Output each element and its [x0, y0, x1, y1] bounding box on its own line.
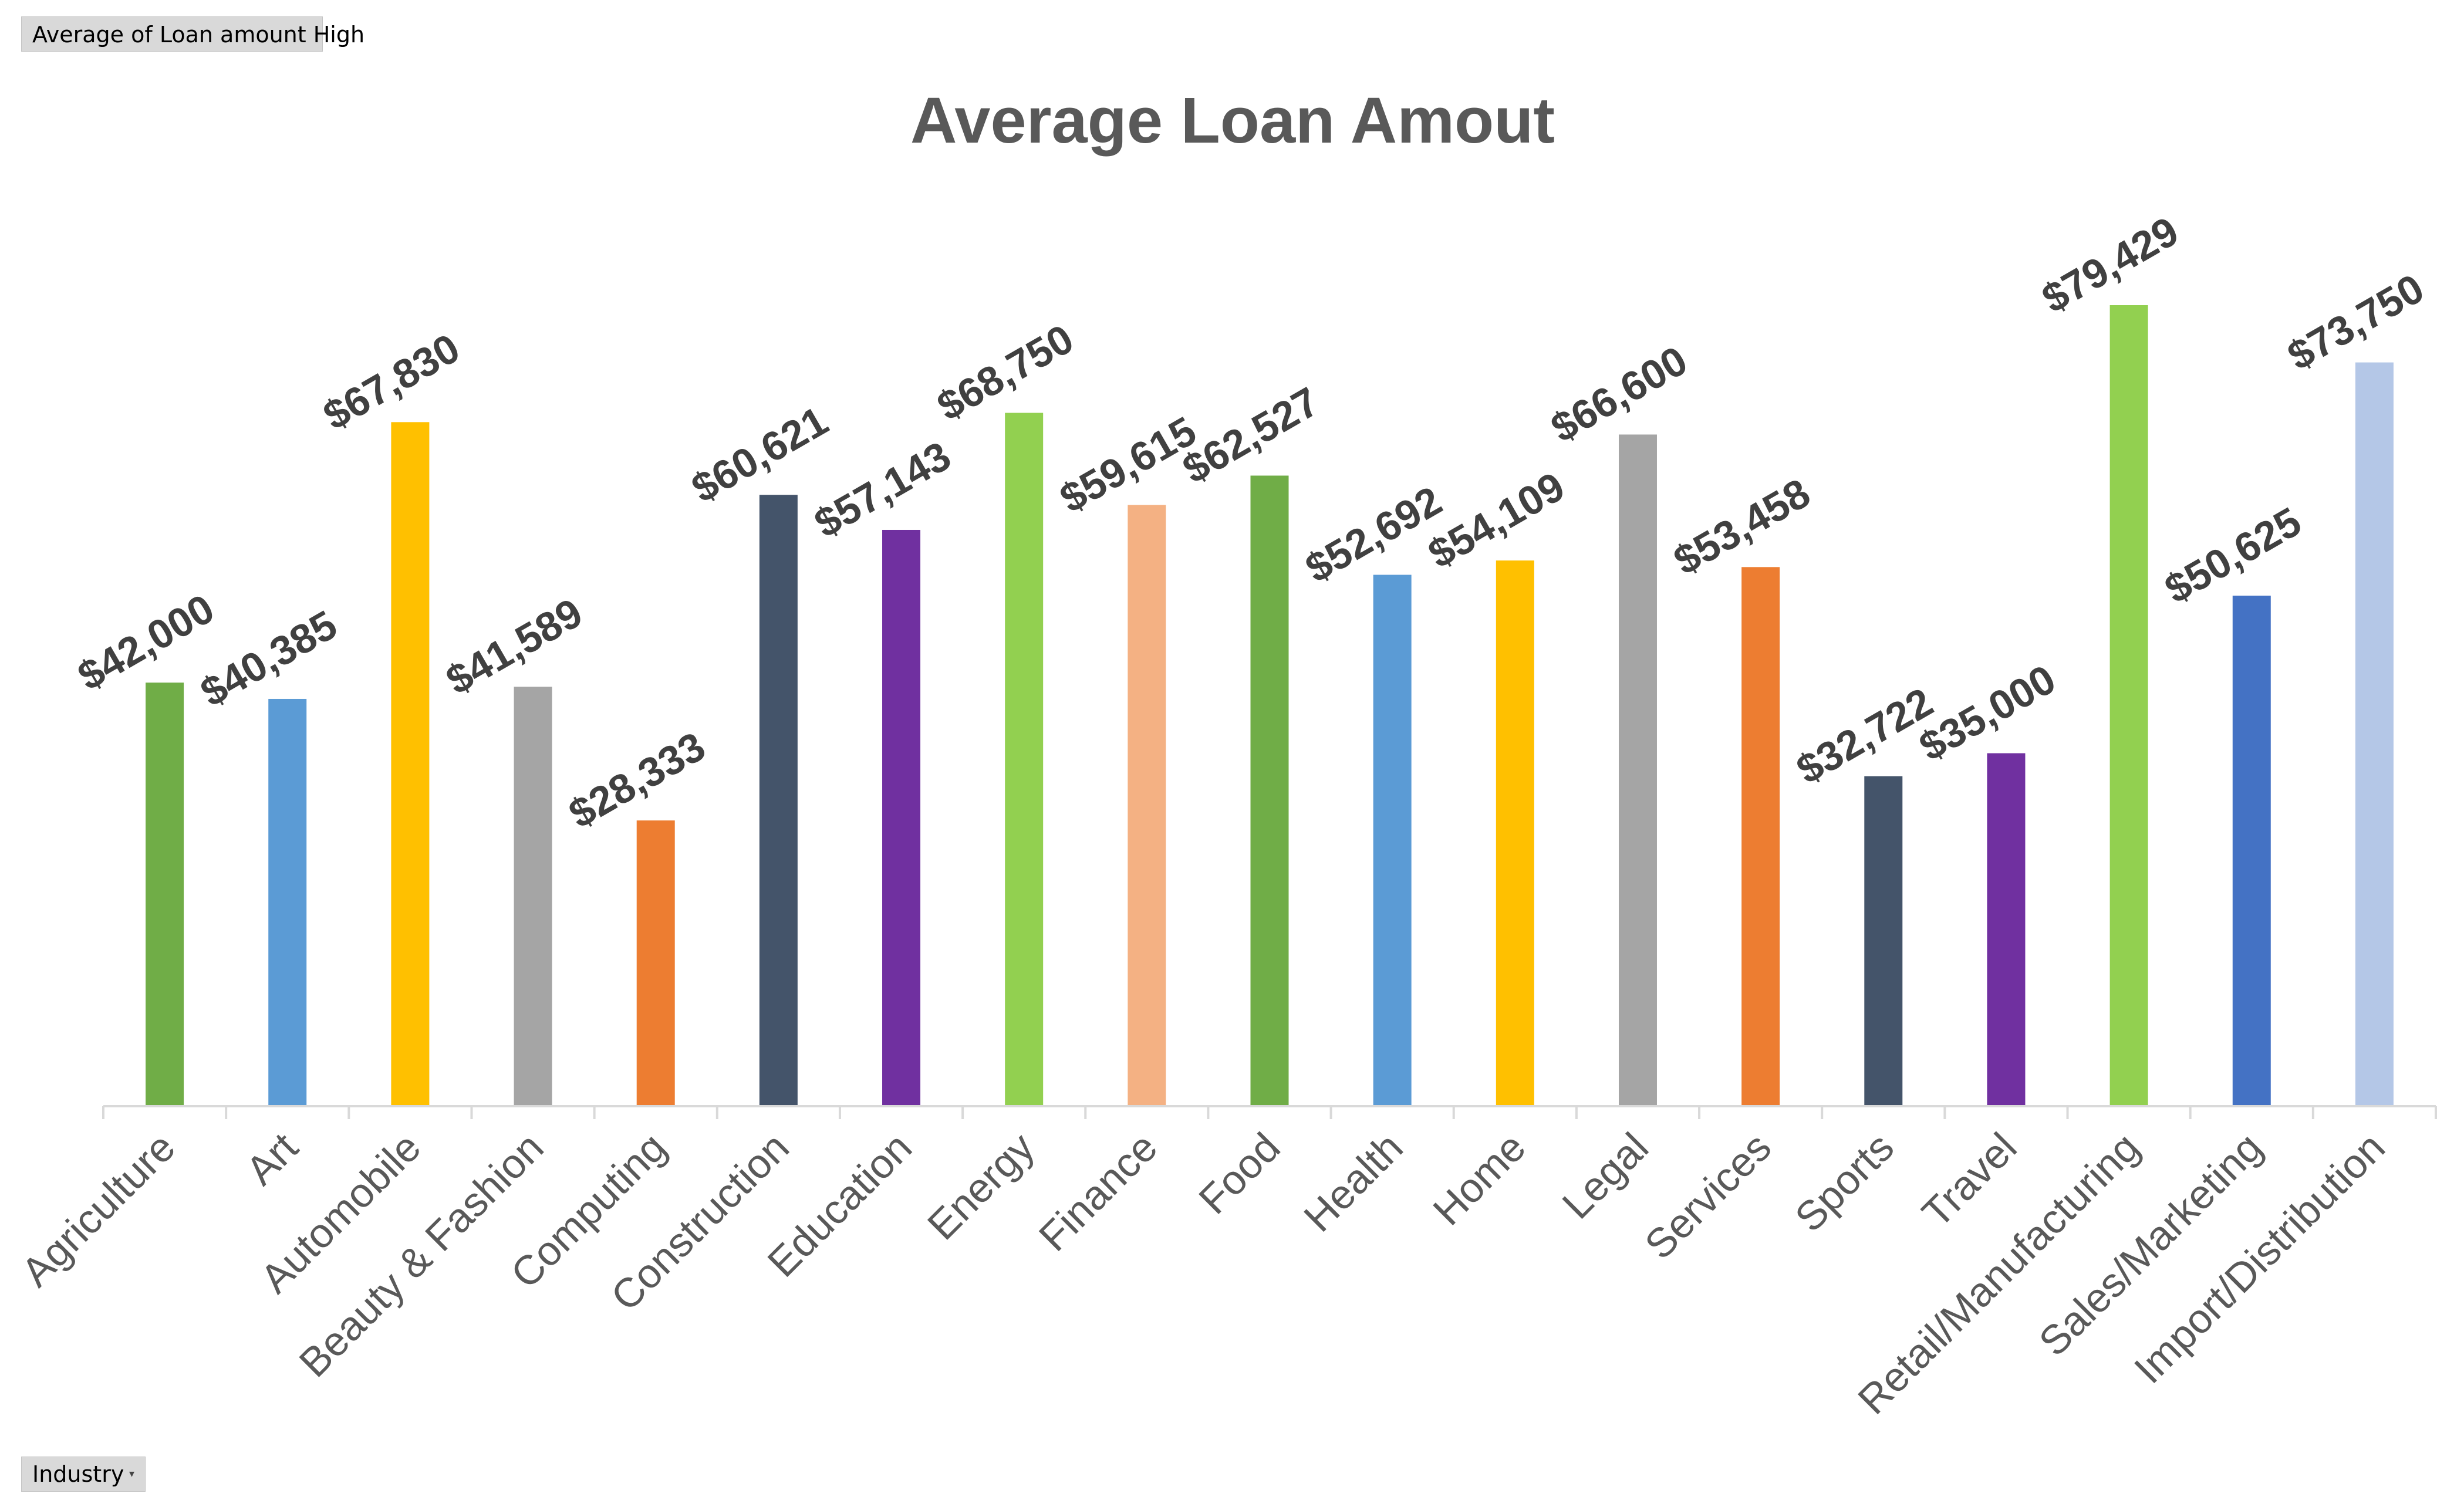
x-tick-label: Health — [1295, 1124, 1412, 1240]
bar[interactable] — [2232, 596, 2271, 1106]
x-tick-label: Sales/Marketing — [2030, 1124, 2271, 1364]
x-tick-label: Agriculture — [12, 1124, 184, 1295]
bar[interactable] — [1987, 753, 2026, 1106]
dropdown-arrow-icon[interactable]: ▾ — [129, 1468, 134, 1480]
chart-title: Average Loan Amout — [910, 85, 1555, 157]
data-label: $50,625 — [2157, 498, 2308, 612]
data-label: $79,429 — [2034, 208, 2186, 322]
bar[interactable] — [1741, 567, 1780, 1106]
bar[interactable] — [1250, 475, 1289, 1106]
data-label: $41,589 — [438, 589, 590, 703]
bar[interactable] — [1618, 434, 1657, 1106]
x-tick-label: Energy — [919, 1124, 1043, 1248]
data-label: $57,143 — [806, 432, 958, 546]
bar[interactable] — [2109, 305, 2148, 1106]
data-label: $68,750 — [930, 316, 1081, 430]
x-tick-label: Finance — [1030, 1124, 1166, 1259]
x-tick-label: Services — [1636, 1124, 1780, 1268]
bar[interactable] — [1005, 413, 1044, 1107]
x-tick-label: Legal — [1554, 1124, 1657, 1227]
bar[interactable] — [636, 820, 675, 1106]
bar[interactable] — [1373, 575, 1412, 1106]
data-label: $53,458 — [1666, 469, 1818, 583]
data-label: $67,830 — [316, 325, 467, 439]
axis-field-label: Industry — [32, 1461, 124, 1487]
data-label: $60,621 — [684, 397, 835, 511]
data-label: $59,615 — [1052, 408, 1204, 522]
bar[interactable] — [146, 682, 184, 1106]
data-label: $28,333 — [561, 723, 713, 837]
bar[interactable] — [1864, 776, 1903, 1106]
data-label: $62,527 — [1175, 379, 1326, 492]
bars-layer — [146, 305, 2394, 1107]
bar[interactable] — [1496, 560, 1534, 1106]
bar[interactable] — [268, 698, 307, 1106]
axis-field-button[interactable]: Industry ▾ — [21, 1457, 146, 1492]
value-field-button[interactable]: Average of Loan amount High — [21, 16, 364, 52]
x-tick-label: Home — [1425, 1124, 1534, 1234]
x-tick-label: Food — [1190, 1124, 1289, 1222]
bar[interactable] — [514, 687, 552, 1106]
x-tick-label: Art — [237, 1124, 306, 1193]
bar[interactable] — [882, 529, 921, 1106]
data-label: $73,750 — [2280, 265, 2431, 379]
bar[interactable] — [391, 422, 430, 1106]
bar[interactable] — [2355, 362, 2394, 1107]
x-tick-label: Travel — [1913, 1124, 2026, 1236]
data-label: $66,600 — [1543, 337, 1695, 451]
bar[interactable] — [1128, 505, 1166, 1106]
bar[interactable] — [759, 495, 798, 1106]
x-tick-label: Sports — [1786, 1124, 1902, 1240]
value-field-label: Average of Loan amount High — [32, 22, 365, 48]
